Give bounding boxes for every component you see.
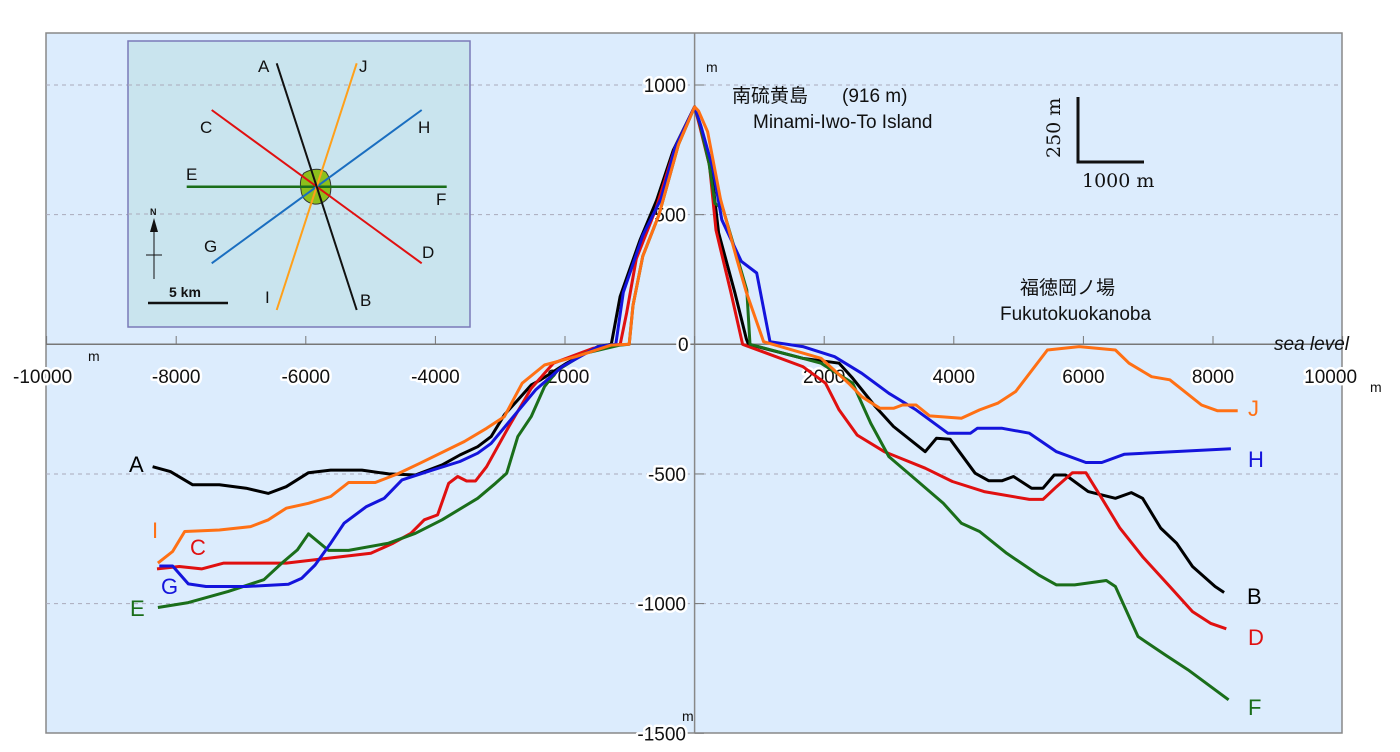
seamount-name-jp: 福徳岡ノ場 <box>1020 277 1115 299</box>
map-scale-label: 5 km <box>169 284 201 300</box>
profile-label-I: I <box>152 518 158 543</box>
x-tick-label: 10000 <box>1304 367 1357 388</box>
island-name-jp: 南硫黄島 <box>732 85 808 107</box>
map-label-D: D <box>422 243 434 262</box>
profile-label-B: B <box>1247 584 1262 609</box>
inset-map: A B C D E F G H I J N 5 km <box>127 40 471 328</box>
x-unit-right: m <box>1370 379 1382 395</box>
x-unit-left: m <box>88 348 100 364</box>
x-tick-label: 0 <box>678 335 689 356</box>
scale-horizontal-label: 1000 m <box>1082 170 1154 192</box>
x-tick-label: -8000 <box>152 367 201 388</box>
map-label-F: F <box>436 190 446 209</box>
profile-label-E: E <box>130 596 145 621</box>
island-height: (916 m) <box>842 86 907 107</box>
scale-indicator: 250 m 1000 m <box>1043 97 1154 192</box>
island-name-en: Minami-Iwo-To Island <box>753 112 933 133</box>
map-label-H: H <box>418 118 430 137</box>
x-tick-label: 8000 <box>1192 367 1234 388</box>
profile-label-F: F <box>1248 695 1261 720</box>
map-label-B: B <box>360 291 371 310</box>
profile-label-J: J <box>1248 396 1259 421</box>
y-tick-label: 1000 <box>644 76 686 97</box>
profile-label-C: C <box>190 535 206 560</box>
map-label-C: C <box>200 118 212 137</box>
map-label-G: G <box>204 237 217 256</box>
profile-label-D: D <box>1248 625 1264 650</box>
map-label-A: A <box>258 57 270 76</box>
map-label-E: E <box>186 165 197 184</box>
x-tick-label: 6000 <box>1062 367 1104 388</box>
y-tick-label: -1500 <box>637 724 686 745</box>
profile-series <box>152 105 1238 702</box>
y-unit-bottom: m <box>682 708 694 724</box>
profile-label-A: A <box>129 452 144 477</box>
profile-label-H: H <box>1248 447 1264 472</box>
map-label-J: J <box>359 57 368 76</box>
sea-level-label: sea level <box>1274 334 1350 355</box>
map-label-I: I <box>265 288 270 307</box>
x-tick-label: -4000 <box>411 367 460 388</box>
y-tick-label: -500 <box>648 465 686 486</box>
profile-line-G-H <box>159 105 1231 588</box>
profile-label-G: G <box>161 574 178 599</box>
scale-vertical-label: 250 m <box>1043 98 1065 158</box>
x-tick-label: -10000 <box>13 367 72 388</box>
north-arrow-icon: N <box>146 207 162 279</box>
profile-labels: A B C D E F G H I J <box>129 396 1264 720</box>
profile-line-I-J <box>156 105 1238 565</box>
y-tick-label: -1000 <box>637 595 686 616</box>
svg-text:N: N <box>150 207 157 217</box>
x-tick-label: 4000 <box>933 367 975 388</box>
y-unit-top: m <box>706 59 718 75</box>
x-tick-label: -6000 <box>281 367 330 388</box>
seamount-name-en: Fukutokuokanoba <box>1000 304 1151 325</box>
